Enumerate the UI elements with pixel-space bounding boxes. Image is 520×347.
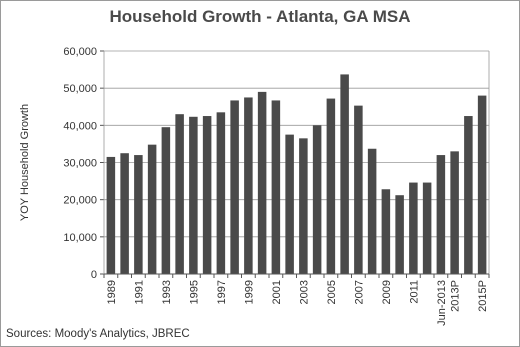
bar-2000 (257, 91, 267, 274)
bar-2006 (340, 74, 349, 274)
bar-2003 (299, 138, 308, 274)
bar-1998 (230, 100, 239, 274)
x-tick-label: 1997 (216, 280, 228, 304)
x-tick-label: 2015P (477, 280, 489, 312)
bar-2005 (326, 98, 336, 274)
bar-1992 (147, 144, 157, 274)
bar-1999 (244, 97, 253, 274)
x-tick-label: 2011 (408, 280, 420, 304)
bar-2014P (464, 116, 473, 275)
bar-1993 (161, 127, 171, 274)
x-tick-label: 2013P (450, 280, 462, 312)
bar-2002 (285, 134, 294, 274)
bar-1989 (106, 156, 116, 274)
bar-1994 (175, 114, 184, 274)
bar-2007 (354, 105, 363, 274)
bar-2013P (450, 151, 459, 274)
bar-2011 (409, 182, 418, 274)
y-tick-label: 0 (91, 269, 97, 281)
y-tick-label: 50,000 (63, 83, 97, 95)
y-tick-label: 20,000 (63, 195, 97, 207)
y-tick-label: 60,000 (63, 46, 97, 58)
bar-2008 (367, 148, 377, 274)
x-tick-label: 2007 (353, 280, 365, 304)
y-axis-title: YOY Household Growth (19, 104, 31, 221)
bar-1990 (120, 153, 129, 274)
x-tick-label: 1999 (243, 280, 255, 304)
bar-2009 (381, 189, 391, 274)
x-tick-label: 1991 (133, 280, 145, 304)
bar-1991 (134, 155, 143, 274)
x-tick-label: Jun-2013 (436, 280, 448, 326)
bar-2001 (271, 100, 281, 274)
bar-2012 (422, 182, 432, 274)
x-tick-label: 2005 (326, 280, 338, 304)
bar-2004 (312, 125, 322, 274)
x-tick-label: 2009 (381, 280, 393, 304)
x-tick-label: 1995 (188, 280, 200, 304)
x-tick-label: 1989 (106, 280, 118, 304)
y-tick-label: 30,000 (63, 158, 97, 170)
y-tick-label: 40,000 (63, 120, 97, 132)
x-tick-label: 2001 (271, 280, 283, 304)
bar-1997 (216, 112, 226, 274)
bar-Jun-2013 (436, 155, 446, 274)
bar-2015P (477, 95, 487, 274)
bar-1996 (202, 116, 212, 275)
bar-1995 (189, 116, 198, 274)
y-tick-label: 10,000 (63, 232, 97, 244)
x-tick-label: 1993 (161, 280, 173, 304)
chart-title: Household Growth - Atlanta, GA MSA (109, 7, 411, 26)
bar-2010 (395, 195, 404, 274)
source-note: Sources: Moody's Analytics, JBREC (6, 328, 190, 340)
x-tick-label: 2003 (298, 280, 310, 304)
